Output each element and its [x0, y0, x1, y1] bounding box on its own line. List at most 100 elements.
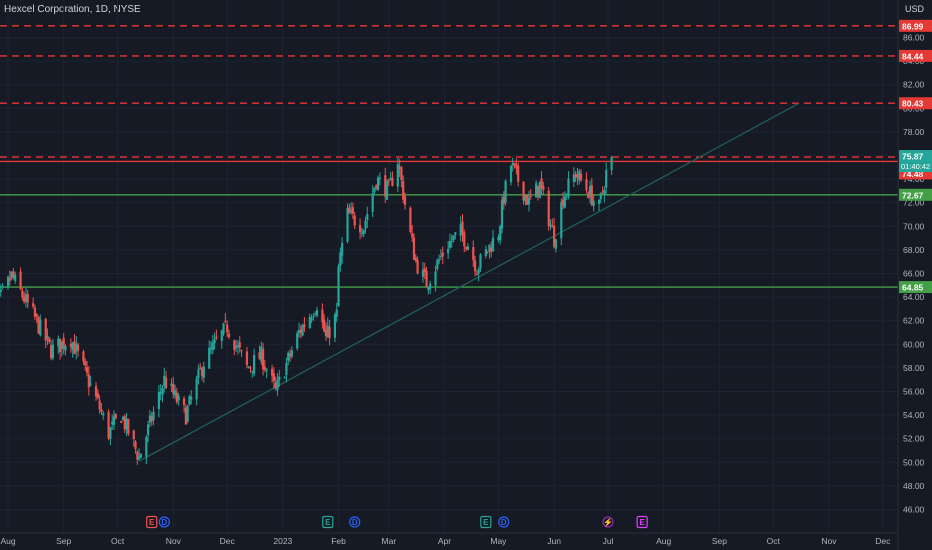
earnings-marker [636, 515, 648, 529]
candle-body [576, 174, 579, 178]
y-tick-label: 52.00 [903, 434, 925, 444]
candle-body [384, 175, 387, 197]
candle-body [337, 266, 340, 307]
dividend-marker-label: D [501, 518, 507, 527]
candle-body [19, 271, 22, 289]
candle-body [60, 341, 63, 350]
candle-body [350, 210, 353, 213]
candle-body [339, 252, 342, 266]
candle-body [448, 241, 452, 248]
candle-body [147, 424, 150, 436]
candle-body [565, 194, 568, 196]
y-tick-label: 46.00 [903, 505, 925, 515]
candle-body [515, 164, 518, 168]
candle-body [238, 342, 241, 348]
candle-body [333, 314, 337, 338]
x-tick-label: Sep [712, 536, 727, 546]
candle-body [82, 351, 85, 362]
candle-body [188, 396, 191, 405]
candle-body [574, 173, 577, 178]
candle-body [601, 191, 604, 193]
candle-body [429, 283, 432, 289]
candle-body [132, 430, 135, 440]
candle-body [491, 237, 495, 252]
candle-body [184, 407, 187, 425]
candle-body [211, 342, 214, 351]
candle-body [297, 330, 301, 333]
candle-body [472, 247, 475, 261]
candle-body [32, 303, 35, 307]
candle-body [46, 335, 49, 338]
candle-body [98, 400, 101, 410]
dividend-marker-label: D [352, 518, 358, 527]
price-tag [899, 97, 932, 110]
candle-body [447, 248, 450, 254]
x-tick-label: Dec [220, 536, 236, 546]
candle-body [464, 247, 468, 249]
candle-body [389, 178, 392, 181]
candle-body [303, 324, 306, 327]
candle-body [301, 325, 304, 336]
price-tag-label: 72.67 [902, 190, 924, 200]
x-tick-label: Oct [767, 536, 781, 546]
candle-body [272, 373, 275, 382]
candle-body [240, 350, 243, 352]
candle-body [560, 201, 563, 239]
x-tick-label: Dec [875, 536, 891, 546]
candle-body [172, 384, 175, 394]
y-tick-label: 54.00 [903, 410, 925, 420]
candle-body [274, 382, 277, 388]
candle-body [120, 421, 123, 424]
candle-body [111, 421, 114, 425]
candle-body [121, 417, 125, 420]
candle-body [260, 346, 263, 362]
candle-body [87, 374, 90, 388]
candle-body [312, 316, 315, 318]
candle-body [195, 378, 198, 400]
x-tick-label: Sep [56, 536, 71, 546]
candle-body [202, 366, 205, 378]
candle-body [578, 171, 581, 181]
earnings-marker-label: E [325, 518, 331, 527]
price-tag-label: 80.43 [902, 99, 924, 109]
candle-body [412, 237, 416, 260]
candle-body [285, 362, 288, 376]
candle-body [109, 427, 112, 439]
y-tick-label: 82.00 [903, 80, 925, 90]
candle-body [500, 199, 504, 229]
earnings-marker [480, 515, 492, 529]
candle-body [371, 193, 374, 212]
candle-body [547, 190, 550, 227]
candle-body [233, 340, 236, 351]
candle-body [522, 181, 525, 201]
candle-body [588, 185, 592, 197]
y-tick-label: 50.00 [903, 457, 925, 467]
price-tag [899, 49, 932, 62]
price-tag-label: 64.85 [902, 283, 924, 293]
candle-body [434, 271, 437, 286]
candle-body [605, 170, 608, 188]
candle-body [477, 268, 480, 274]
candle-body [57, 338, 60, 347]
candle-body [385, 180, 389, 200]
x-tick-label: Feb [331, 536, 346, 546]
candle-body [21, 290, 24, 298]
horizontal-levels [0, 25, 898, 288]
candle-body [378, 177, 381, 180]
candle-body [261, 349, 265, 370]
trendline-layer [138, 103, 799, 462]
candle-body [220, 330, 223, 342]
candle-body [270, 368, 274, 376]
candle-body [324, 329, 328, 337]
earnings-marker [322, 515, 334, 529]
candle-body [536, 186, 540, 196]
candle-body [145, 436, 148, 457]
y-tick-label: 58.00 [903, 363, 925, 373]
candle-body [263, 366, 266, 370]
candles [0, 155, 613, 465]
event-markers: DEDEDED⚡E [146, 515, 648, 529]
candle-body [387, 180, 390, 182]
price-tags: 86.9984.4480.4375.5074.4872.6764.8575.87… [899, 19, 932, 294]
currency-label[interactable]: USD [905, 4, 925, 14]
